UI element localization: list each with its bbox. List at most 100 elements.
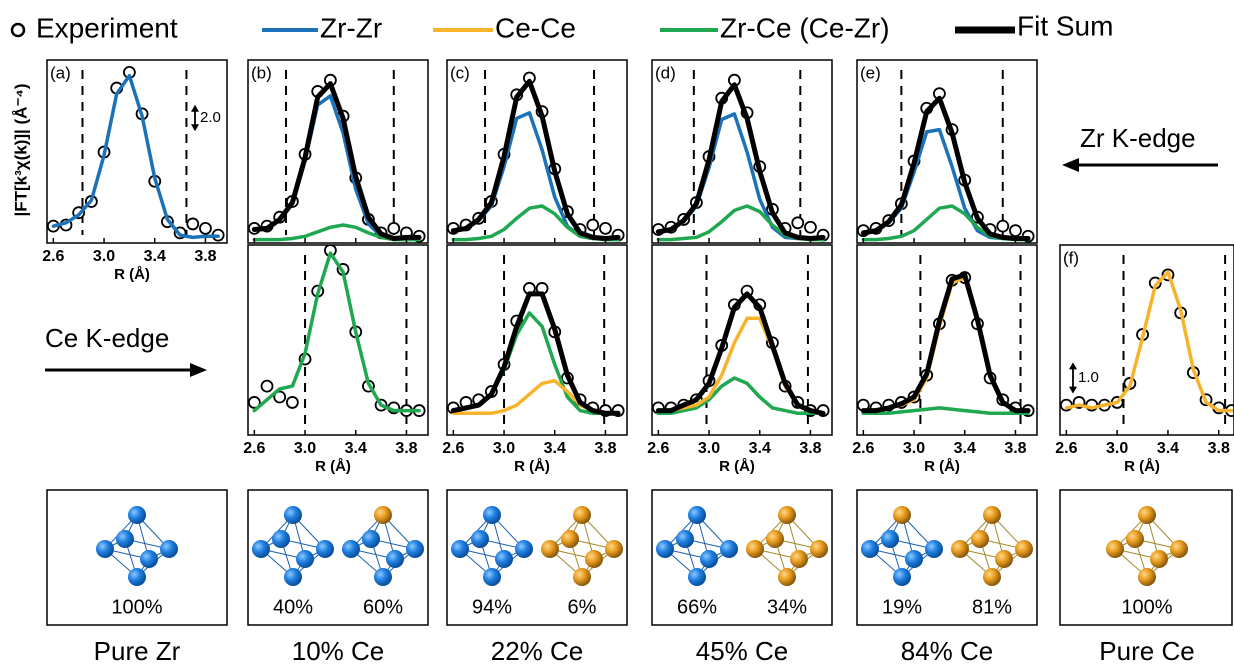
x-tick-label: 2.6 — [442, 440, 464, 457]
plot — [48, 67, 224, 241]
plot — [448, 283, 624, 416]
plot — [858, 272, 1034, 416]
page: |FT[k³χ(k)]| (Å⁻⁴) ExperimentZr-ZrCe-CeZ… — [0, 0, 1234, 670]
composition-label: 22% Ce — [491, 636, 584, 666]
composition-percent: 60% — [363, 596, 403, 618]
composition: 100%Pure Ce — [1060, 490, 1232, 666]
data-point — [792, 217, 803, 228]
annotation: Zr K-edge — [1080, 123, 1196, 153]
composition-label: 45% Ce — [696, 636, 789, 666]
curve — [254, 253, 419, 411]
atom — [861, 540, 879, 558]
atom — [284, 506, 302, 524]
plot — [249, 245, 425, 416]
atom — [483, 506, 501, 524]
atom — [515, 540, 533, 558]
atom — [656, 540, 674, 558]
panel: (b) — [248, 60, 428, 243]
atom — [1170, 540, 1188, 558]
panel: 2.6 3.0 3.4 3.8 R (Å) — [852, 245, 1037, 475]
data-point — [805, 222, 816, 233]
x-tick-label: 3.4 — [144, 248, 166, 265]
atom — [284, 568, 302, 586]
atom — [116, 530, 134, 548]
composition: 66%34%45% Ce — [652, 490, 832, 666]
x-tick-label: 2.6 — [42, 248, 64, 265]
panel-label: (b) — [251, 63, 272, 82]
y-axis-label: |FT[k³χ(k)]| (Å⁻⁴) — [11, 84, 30, 217]
atom — [296, 550, 314, 568]
data-point — [388, 223, 399, 234]
panel-label: (f) — [1063, 248, 1079, 267]
data-point — [600, 223, 611, 234]
composition-percent: 19% — [882, 596, 922, 618]
atom — [746, 540, 764, 558]
plot — [1061, 269, 1234, 416]
x-tick-label: 2.6 — [852, 440, 874, 457]
x-axis-label: R (Å) — [924, 458, 960, 475]
x-tick-label: 3.8 — [1208, 440, 1230, 457]
panel-label: (a) — [50, 63, 71, 82]
x-tick-label: 3.0 — [903, 440, 925, 457]
plot — [653, 75, 829, 241]
x-tick-label: 3.4 — [1157, 440, 1179, 457]
atom — [688, 506, 706, 524]
panel: (e) — [857, 60, 1037, 243]
composition-percent: 100% — [111, 596, 162, 618]
atom — [1138, 568, 1156, 586]
atom — [1138, 506, 1156, 524]
composition-label: 10% Ce — [292, 636, 385, 666]
atom — [483, 568, 501, 586]
legend-label: Zr-Zr — [320, 12, 382, 43]
atom — [316, 540, 334, 558]
atom — [983, 506, 1001, 524]
atom — [96, 540, 114, 558]
x-tick-label: 3.8 — [799, 440, 821, 457]
atom — [386, 550, 404, 568]
curve — [53, 76, 218, 238]
x-tick-label: 3.8 — [1004, 440, 1026, 457]
composition-percent: 34% — [767, 596, 807, 618]
atom — [951, 540, 969, 558]
x-tick-label: 3.0 — [1106, 440, 1128, 457]
panel-frame — [248, 245, 428, 435]
atom — [676, 530, 694, 548]
composition: 40%60%10% Ce — [248, 490, 428, 666]
atom — [471, 530, 489, 548]
atom — [128, 506, 146, 524]
annotation: Ce K-edge — [45, 323, 169, 353]
x-tick-label: 3.4 — [345, 440, 367, 457]
atom — [893, 568, 911, 586]
panel-label: (c) — [450, 63, 470, 82]
atom — [810, 540, 828, 558]
x-axis-label: R (Å) — [114, 266, 150, 283]
x-tick-label: 3.4 — [954, 440, 976, 457]
atom — [995, 550, 1013, 568]
composition-percent: 6% — [568, 596, 597, 618]
legend-label: Fit Sum — [1017, 10, 1113, 41]
panel: (d) — [652, 60, 832, 243]
atom — [160, 540, 178, 558]
x-tick-label: 3.0 — [294, 440, 316, 457]
atom — [766, 530, 784, 548]
x-tick-label: 3.8 — [594, 440, 616, 457]
composition-label: Pure Zr — [94, 636, 181, 666]
x-axis-label: R (Å) — [719, 458, 755, 475]
data-point — [200, 223, 211, 234]
legend-label: Ce-Ce — [495, 12, 576, 43]
panel: (a)2.63.03.43.8R (Å)2.0 — [42, 60, 227, 283]
atom — [272, 530, 290, 548]
atom — [605, 540, 623, 558]
data-point — [997, 221, 1008, 232]
arrow-head — [190, 363, 207, 377]
atom — [585, 550, 603, 568]
data-point — [262, 381, 273, 392]
scale-bar-label: 2.0 — [200, 109, 221, 126]
atom — [790, 550, 808, 568]
atom — [1106, 540, 1124, 558]
x-tick-label: 3.4 — [749, 440, 771, 457]
data-point — [187, 218, 198, 229]
